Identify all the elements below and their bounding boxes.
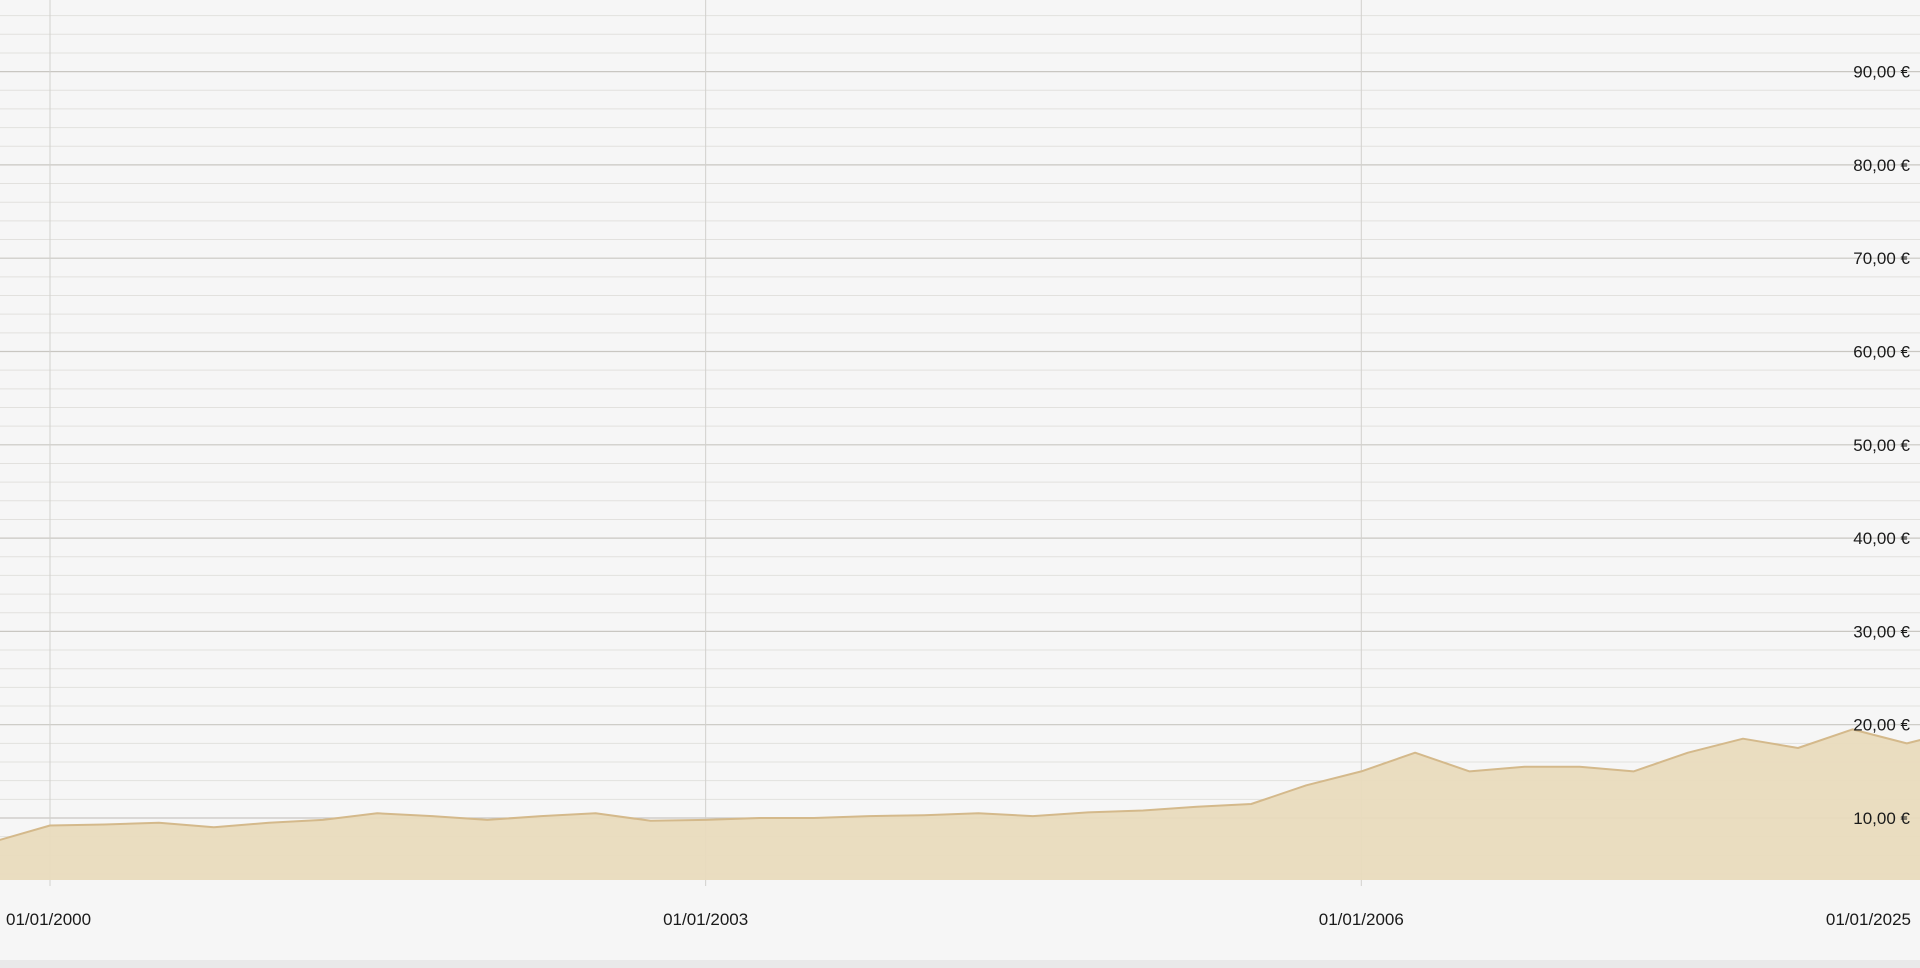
x-tick-label: 01/01/2006 bbox=[1319, 910, 1404, 929]
price-area bbox=[0, 62, 1920, 880]
x-tick-label: 01/01/2003 bbox=[663, 910, 748, 929]
y-tick-label: 60,00 € bbox=[1853, 343, 1910, 362]
x-tick-label: 01/01/2000 bbox=[6, 910, 91, 929]
y-tick-label: 40,00 € bbox=[1853, 529, 1910, 548]
vertical-gridlines bbox=[49, 0, 1362, 886]
y-tick-label: 80,00 € bbox=[1853, 156, 1910, 175]
y-tick-label: 70,00 € bbox=[1853, 249, 1910, 268]
y-axis-labels: 10,00 € 20,00 € 30,00 € 40,00 € 50,00 € 60,00… bbox=[1853, 63, 1910, 828]
y-tick-label: 10,00 € bbox=[1853, 809, 1910, 828]
y-tick-label: 30,00 € bbox=[1853, 622, 1910, 641]
x-axis-labels: 01/01/200001/01/200301/01/200601/01/2009… bbox=[6, 910, 1911, 929]
y-tick-label: 90,00 € bbox=[1853, 63, 1910, 82]
major-gridlines bbox=[0, 70, 1920, 819]
x-tick-label: 01/01/2025 bbox=[1826, 910, 1911, 929]
y-tick-label: 50,00 € bbox=[1853, 436, 1910, 455]
chart-footer-bar bbox=[0, 960, 1920, 968]
y-tick-label: 20,00 € bbox=[1853, 716, 1910, 735]
price-line bbox=[0, 61, 1920, 843]
